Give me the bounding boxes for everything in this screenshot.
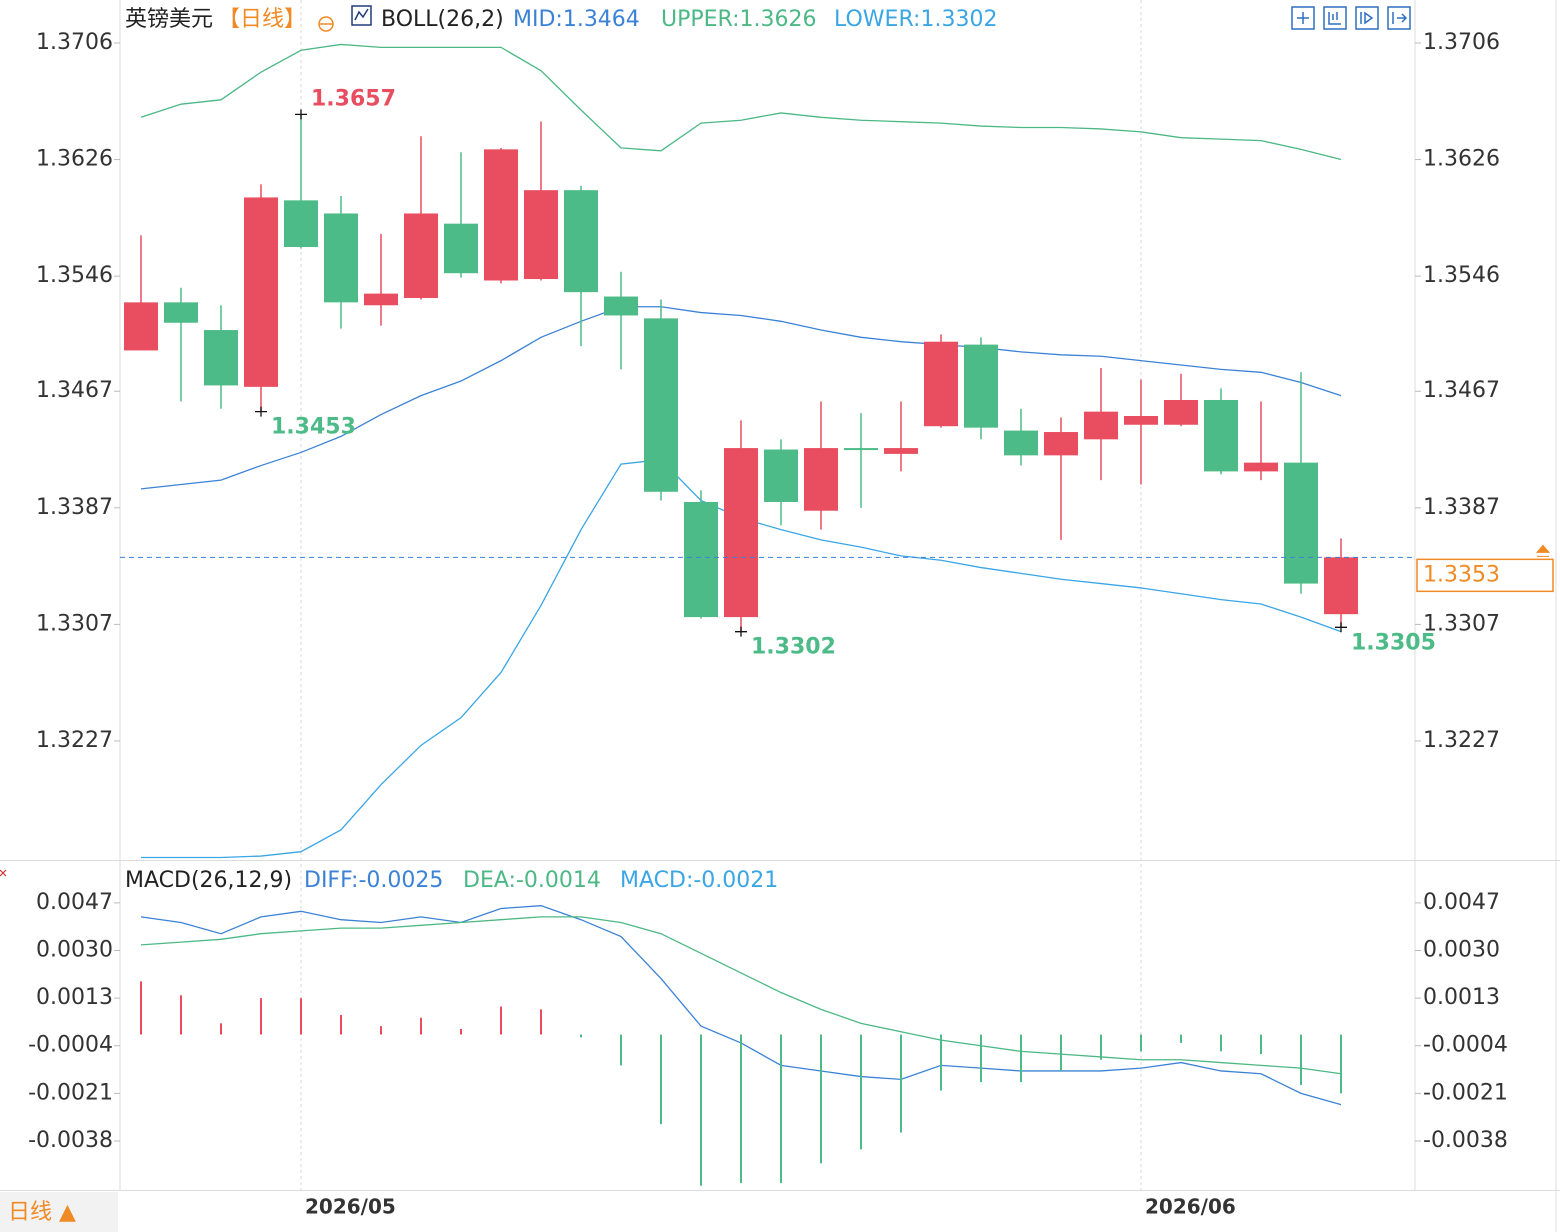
y-tick-label: -0.0038 <box>28 1128 113 1153</box>
extreme-label: 1.3305 <box>1351 630 1436 655</box>
candle-body <box>964 344 998 428</box>
candle-body <box>764 449 798 502</box>
y-tick-label: 1.3307 <box>36 611 113 636</box>
extreme-marker <box>295 109 307 120</box>
extreme-label: 1.3302 <box>751 635 836 660</box>
legend-entry: LOWER:1.3302 <box>834 7 997 32</box>
extreme-label: 1.3453 <box>271 415 356 440</box>
candle-body <box>244 197 278 387</box>
candle-body <box>844 448 878 451</box>
y-tick-label: 1.3546 <box>36 263 113 288</box>
y-tick-label-right: 0.0013 <box>1423 985 1500 1010</box>
candle-body <box>484 149 518 281</box>
indicator-icon[interactable] <box>351 5 372 26</box>
candle-body <box>644 318 678 492</box>
legend-entry: DEA:-0.0014 <box>463 868 601 893</box>
y-tick-label: -0.0021 <box>28 1080 113 1105</box>
y-tick-label-right: 1.3706 <box>1423 30 1500 55</box>
candle-body <box>564 190 598 293</box>
candle-body <box>884 448 918 454</box>
y-tick-label: 0.0047 <box>36 890 113 915</box>
candle-body <box>204 330 238 386</box>
candle-body <box>924 341 958 427</box>
candle-body <box>284 200 318 247</box>
candle-body <box>1164 399 1198 425</box>
y-tick-label-right: -0.0021 <box>1423 1080 1508 1105</box>
legend-entry: MID:1.3464 <box>513 7 640 32</box>
period-button-label[interactable]: 日线 ▲ <box>8 1200 76 1225</box>
y-tick-label-right: -0.0004 <box>1423 1033 1508 1058</box>
candle-body <box>164 302 198 323</box>
y-tick-label-right: 0.0047 <box>1423 890 1500 915</box>
candle-body <box>324 213 358 303</box>
y-tick-label-right: 1.3467 <box>1423 378 1500 403</box>
candle-body <box>1204 399 1238 472</box>
candle-body <box>684 501 718 618</box>
x-tick-label: 2026/05 <box>305 1195 396 1219</box>
legend-entry: MACD:-0.0021 <box>620 868 778 893</box>
y-tick-label-right: -0.0038 <box>1423 1128 1508 1153</box>
y-tick-label-right: 1.3387 <box>1423 495 1500 520</box>
y-tick-label: -0.0004 <box>28 1033 113 1058</box>
y-tick-label: 1.3626 <box>36 147 113 172</box>
candle-body <box>1004 430 1038 456</box>
extreme-marker <box>255 406 267 417</box>
candle-body <box>444 223 478 274</box>
candle-body <box>364 293 398 306</box>
candle-body <box>404 213 438 298</box>
indicator-label: BOLL(26,2) <box>381 7 504 32</box>
candle-body <box>1324 557 1358 615</box>
candle-body <box>604 296 638 316</box>
candle-body <box>524 190 558 280</box>
last-price-arrow <box>1535 544 1551 557</box>
y-tick-label-right: 1.3626 <box>1423 147 1500 172</box>
toolbar[interactable] <box>1291 6 1411 30</box>
y-tick-label: 1.3387 <box>36 495 113 520</box>
candle-body <box>124 302 158 351</box>
settings-icon[interactable] <box>318 16 334 32</box>
y-tick-label-right: 1.3227 <box>1423 728 1500 753</box>
candle-body <box>1044 432 1078 456</box>
y-tick-label: 1.3467 <box>36 378 113 403</box>
boll-line <box>140 306 1342 490</box>
candle-body <box>1084 411 1118 440</box>
y-tick-label-right: 1.3307 <box>1423 611 1500 636</box>
extreme-marker <box>735 626 747 637</box>
candle-body <box>1124 416 1158 425</box>
last-price-label: 1.3353 <box>1423 562 1500 587</box>
y-tick-label: 1.3706 <box>36 30 113 55</box>
candle-body <box>804 448 838 511</box>
chart-title: 英镑美元 <box>125 7 213 32</box>
x-tick-label: 2026/06 <box>1145 1195 1236 1219</box>
period-label: 【日线】 <box>218 7 306 32</box>
boll-line <box>140 43 1342 161</box>
last-price-box <box>1416 558 1554 593</box>
candle-body <box>724 448 758 618</box>
y-tick-label: 1.3227 <box>36 728 113 753</box>
legend-entry: DIFF:-0.0025 <box>304 868 443 893</box>
period-button[interactable] <box>0 1192 118 1232</box>
y-tick-label-right: 1.3546 <box>1423 263 1500 288</box>
extreme-marker <box>1335 622 1347 633</box>
legend-entry: UPPER:1.3626 <box>661 7 817 32</box>
y-tick-label-right: 0.0030 <box>1423 938 1500 963</box>
candle-body <box>1284 462 1318 584</box>
candle-body <box>1244 462 1278 472</box>
macd-line <box>140 916 1342 1075</box>
y-tick-label: 0.0030 <box>36 938 113 963</box>
panel-icon <box>0 869 7 877</box>
y-tick-label: 0.0013 <box>36 985 113 1010</box>
macd-title: MACD(26,12,9) <box>125 868 292 893</box>
extreme-label: 1.3657 <box>311 86 396 111</box>
